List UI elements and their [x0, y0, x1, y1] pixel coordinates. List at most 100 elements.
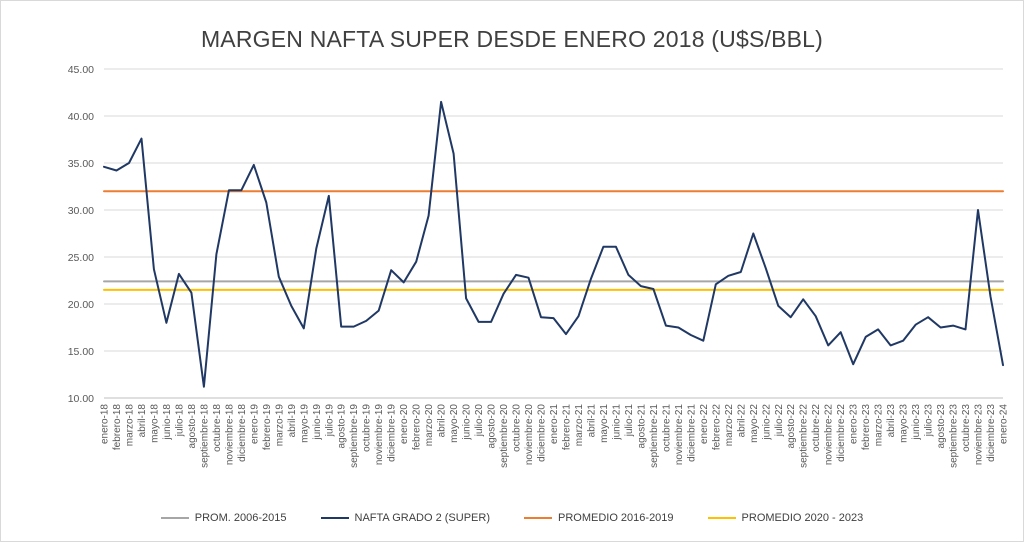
x-tick-label: julio-22 — [774, 404, 785, 438]
x-tick-label: abril-18 — [137, 404, 148, 438]
x-tick-label: marzo-23 — [874, 404, 885, 447]
series-line-nafta-grado-2-super — [103, 100, 1004, 388]
legend-swatch — [160, 517, 189, 519]
x-tick-label: abril-23 — [886, 404, 897, 438]
legend-swatch — [523, 517, 552, 519]
x-tick-label: febrero-20 — [412, 404, 423, 451]
x-tick-label: septiembre-23 — [949, 404, 960, 468]
y-tick-label: 10.00 — [68, 393, 94, 405]
x-axis-tick-labels: enero-18 febrero-18 marzo-18 abril-18 mayo-1… — [100, 404, 1010, 468]
x-tick-label: noviembre-22 — [824, 404, 835, 466]
x-tick-label: marzo-18 — [124, 404, 135, 447]
x-tick-label: julio-20 — [474, 404, 485, 438]
y-tick-label: 15.00 — [68, 346, 94, 358]
x-tick-label: enero-18 — [100, 404, 111, 444]
x-tick-label: octubre-19 — [362, 404, 373, 452]
x-tick-label: julio-18 — [174, 404, 185, 438]
x-tick-label: agosto-23 — [936, 404, 947, 449]
x-tick-label: marzo-19 — [274, 404, 285, 447]
x-tick-label: septiembre-18 — [199, 404, 210, 468]
x-tick-label: mayo-19 — [299, 404, 310, 443]
x-tick-label: noviembre-20 — [524, 404, 535, 466]
y-axis-tick-labels: 10.00 15.00 20.00 25.00 30.00 35.00 40.00 45.00 — [68, 64, 94, 405]
x-tick-label: marzo-22 — [724, 404, 735, 447]
x-tick-label: agosto-20 — [487, 404, 498, 449]
x-tick-label: octubre-23 — [961, 404, 972, 452]
x-tick-label: noviembre-21 — [674, 404, 685, 466]
x-tick-label: diciembre-19 — [387, 404, 398, 462]
x-tick-label: enero-23 — [849, 404, 860, 444]
x-tick-label: marzo-20 — [424, 404, 435, 447]
x-tick-label: febrero-19 — [262, 404, 273, 451]
legend-label: PROMEDIO 2016-2019 — [557, 512, 674, 524]
legend-label: NAFTA GRADO 2 (SUPER) — [354, 512, 490, 524]
x-tick-label: marzo-21 — [574, 404, 585, 447]
x-tick-label: mayo-20 — [449, 404, 460, 443]
y-tick-label: 35.00 — [68, 158, 94, 170]
legend-item: PROMEDIO 2016-2019 — [523, 512, 674, 524]
x-tick-label: enero-24 — [999, 404, 1010, 444]
x-tick-label: septiembre-19 — [349, 404, 360, 468]
x-tick-label: agosto-19 — [337, 404, 348, 449]
legend-item: NAFTA GRADO 2 (SUPER) — [320, 512, 490, 524]
y-tick-label: 40.00 — [68, 111, 94, 123]
legend-item: PROMEDIO 2020 - 2023 — [707, 512, 864, 524]
x-tick-label: mayo-22 — [749, 404, 760, 443]
x-tick-label: septiembre-22 — [799, 404, 810, 468]
y-tick-label: 45.00 — [68, 64, 94, 76]
x-tick-label: abril-19 — [287, 404, 298, 438]
x-tick-label: febrero-23 — [861, 404, 872, 451]
legend-label: PROMEDIO 2020 - 2023 — [741, 512, 864, 524]
x-tick-label: octubre-22 — [811, 404, 822, 452]
x-tick-label: agosto-21 — [636, 404, 647, 449]
x-tick-label: julio-21 — [624, 404, 635, 438]
x-tick-label: noviembre-23 — [974, 404, 985, 466]
x-tick-label: febrero-18 — [112, 404, 123, 451]
x-tick-label: diciembre-23 — [986, 404, 997, 462]
legend-item: PROM. 2006-2015 — [160, 512, 287, 524]
x-tick-label: abril-22 — [736, 404, 747, 438]
x-tick-label: enero-19 — [249, 404, 260, 444]
x-tick-label: mayo-23 — [899, 404, 910, 443]
x-tick-label: junio-18 — [162, 404, 173, 441]
y-tick-label: 30.00 — [68, 205, 94, 217]
x-tick-label: noviembre-18 — [224, 404, 235, 466]
x-tick-label: junio-20 — [462, 404, 473, 441]
x-tick-label: febrero-21 — [561, 404, 572, 451]
x-tick-label: diciembre-21 — [686, 404, 697, 462]
chart-title: MARGEN NAFTA SUPER DESDE ENERO 2018 (U$S… — [200, 26, 824, 52]
x-tick-label: diciembre-22 — [836, 404, 847, 462]
x-tick-label: enero-21 — [549, 404, 560, 444]
x-tick-label: abril-20 — [437, 404, 448, 438]
x-tick-label: diciembre-18 — [237, 404, 248, 462]
x-tick-label: junio-23 — [911, 404, 922, 441]
legend-swatch — [707, 517, 736, 519]
x-tick-label: septiembre-21 — [649, 404, 660, 468]
x-tick-label: enero-20 — [399, 404, 410, 444]
legend-label: PROM. 2006-2015 — [194, 512, 287, 524]
x-tick-label: junio-19 — [312, 404, 323, 441]
legend-swatch — [320, 517, 349, 519]
y-tick-label: 25.00 — [68, 252, 94, 264]
x-tick-label: enero-22 — [699, 404, 710, 444]
x-tick-label: abril-21 — [586, 404, 597, 438]
x-tick-label: julio-19 — [324, 404, 335, 438]
x-tick-label: julio-23 — [924, 404, 935, 438]
x-tick-label: septiembre-20 — [499, 404, 510, 468]
x-tick-label: octubre-18 — [212, 404, 223, 452]
series-lines — [103, 100, 1004, 388]
x-tick-label: febrero-22 — [711, 404, 722, 451]
x-tick-label: mayo-18 — [149, 404, 160, 443]
x-tick-label: octubre-20 — [512, 404, 523, 452]
y-tick-label: 20.00 — [68, 299, 94, 311]
x-tick-label: mayo-21 — [599, 404, 610, 443]
x-tick-label: junio-21 — [611, 404, 622, 441]
x-tick-label: agosto-18 — [187, 404, 198, 449]
x-tick-label: diciembre-20 — [537, 404, 548, 462]
x-tick-label: noviembre-19 — [374, 404, 385, 466]
legend: PROM. 2006-2015 NAFTA GRADO 2 (SUPER) PR… — [0, 512, 1024, 524]
gridlines — [104, 68, 1003, 399]
x-tick-label: agosto-22 — [786, 404, 797, 449]
